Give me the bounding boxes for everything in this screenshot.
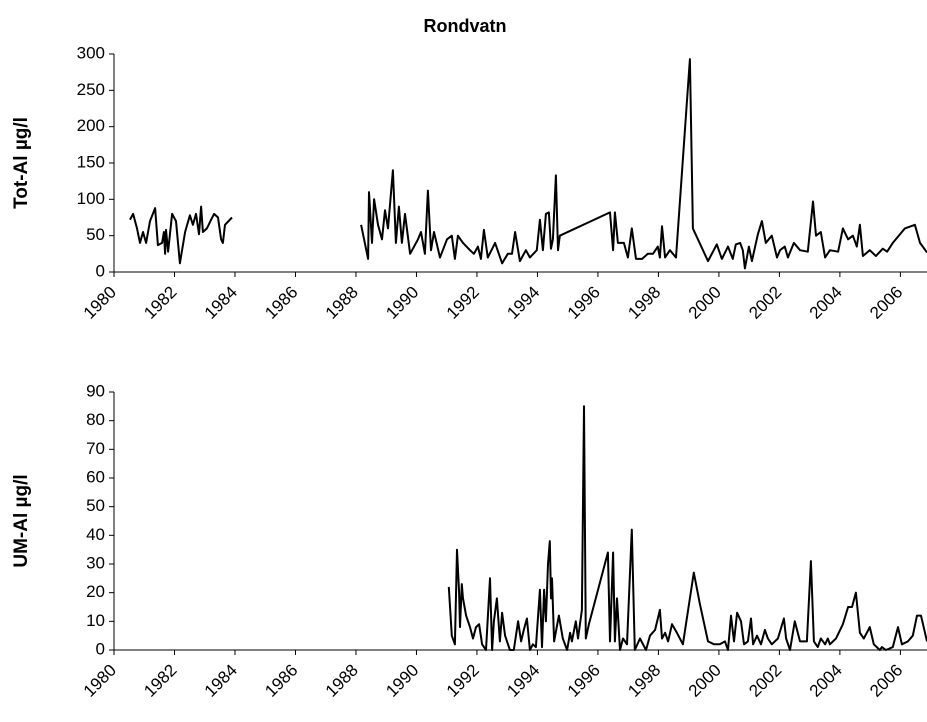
x-tick-label: 1980 <box>80 283 120 323</box>
x-tick-label: 1980 <box>80 661 120 701</box>
x-tick-label: 1998 <box>624 661 664 701</box>
x-tick-label: 1984 <box>201 283 241 323</box>
x-tick-label: 2004 <box>806 661 846 701</box>
y-tick-label: 20 <box>86 582 105 601</box>
x-tick-label: 1996 <box>564 661 604 701</box>
x-tick-label: 1988 <box>322 283 362 323</box>
y-tick-label: 50 <box>86 225 105 244</box>
y-tick-label: 50 <box>86 496 105 515</box>
x-tick-label: 2002 <box>745 661 785 701</box>
x-tick-label: 1998 <box>624 283 664 323</box>
chart-title: Rondvatn <box>424 16 507 36</box>
y-tick-label: 30 <box>86 553 105 572</box>
x-tick-label: 1988 <box>322 661 362 701</box>
x-tick-label: 2004 <box>806 283 846 323</box>
y-tick-label: 200 <box>77 116 105 135</box>
y-tick-label: 70 <box>86 439 105 458</box>
y-tick-label: 60 <box>86 467 105 486</box>
y-tick-label: 90 <box>86 381 105 400</box>
x-tick-label: 1982 <box>140 283 180 323</box>
x-tick-label: 1982 <box>140 661 180 701</box>
y-tick-label: 300 <box>77 43 105 62</box>
x-tick-label: 2006 <box>866 283 906 323</box>
x-tick-label: 1992 <box>443 661 483 701</box>
x-tick-label: 1990 <box>382 661 422 701</box>
y-tick-label: 100 <box>77 189 105 208</box>
y-axis-label: Tot-Al µg/l <box>11 117 32 209</box>
x-tick-label: 1984 <box>201 661 241 701</box>
x-tick-label: 1994 <box>503 661 543 701</box>
x-tick-label: 2000 <box>685 283 725 323</box>
y-axis-label: UM-Al µg/l <box>11 474 32 567</box>
x-tick-label: 2006 <box>866 661 906 701</box>
x-tick-label: 1996 <box>564 283 604 323</box>
y-tick-label: 10 <box>86 611 105 630</box>
y-tick-label: 250 <box>77 80 105 99</box>
y-tick-label: 80 <box>86 410 105 429</box>
data-line <box>129 58 927 270</box>
y-tick-label: 0 <box>96 261 105 280</box>
x-tick-label: 1986 <box>261 661 301 701</box>
x-tick-label: 1994 <box>503 283 543 323</box>
y-tick-label: 0 <box>96 639 105 658</box>
x-tick-label: 1992 <box>443 283 483 323</box>
y-tick-label: 40 <box>86 525 105 544</box>
y-tick-label: 150 <box>77 152 105 171</box>
x-tick-label: 2002 <box>745 283 785 323</box>
x-tick-label: 2000 <box>685 661 725 701</box>
x-tick-label: 1990 <box>382 283 422 323</box>
x-tick-label: 1986 <box>261 283 301 323</box>
data-line <box>447 405 927 651</box>
